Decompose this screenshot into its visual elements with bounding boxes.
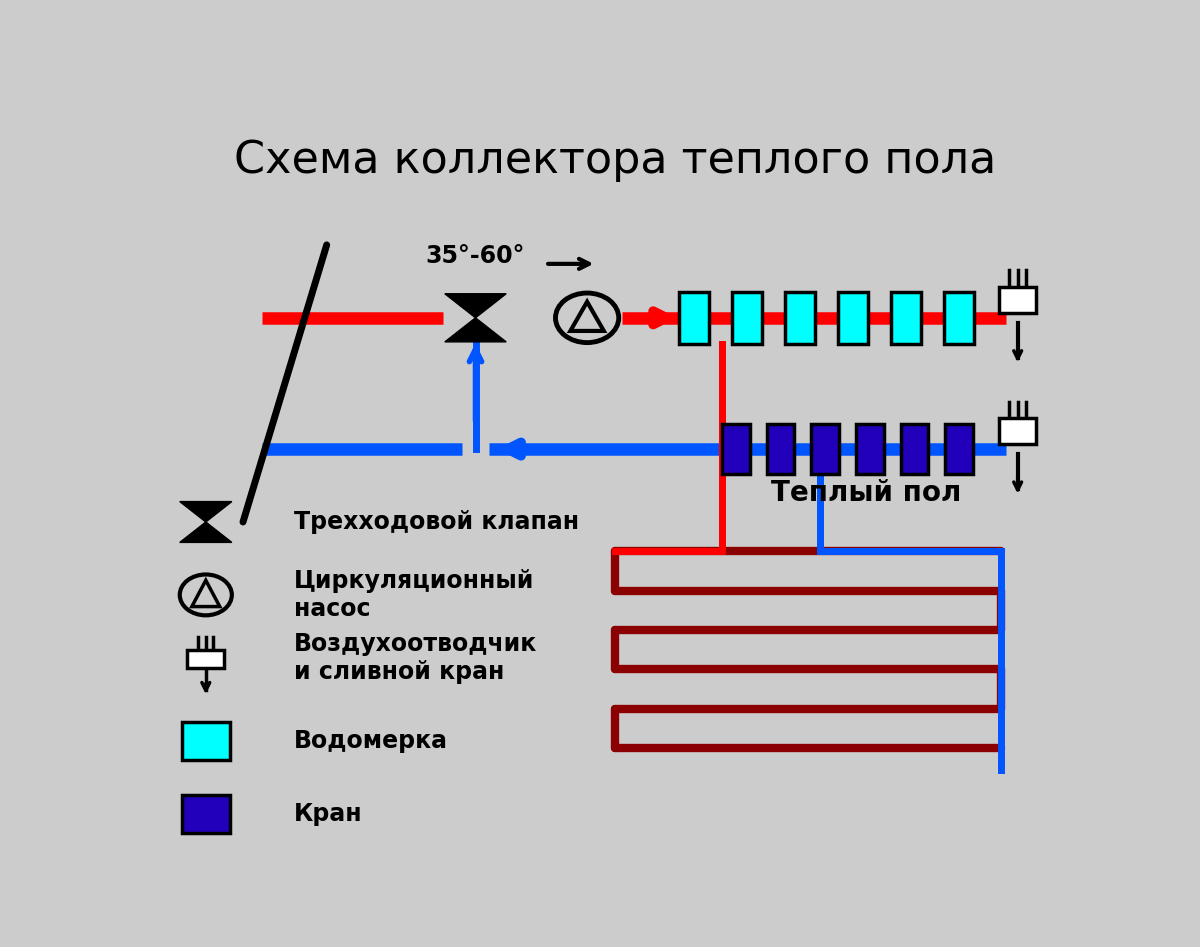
Bar [767, 424, 794, 474]
Text: Кран: Кран [294, 802, 362, 826]
Bar [1000, 419, 1037, 444]
Text: Теплый пол: Теплый пол [770, 479, 961, 507]
Bar [892, 292, 920, 344]
Bar [181, 722, 230, 759]
Bar [900, 424, 929, 474]
Text: Водомерка: Водомерка [294, 729, 448, 753]
Bar [839, 292, 868, 344]
Text: 35°-60°: 35°-60° [426, 244, 526, 268]
Polygon shape [180, 502, 232, 522]
Bar [785, 292, 815, 344]
Polygon shape [180, 522, 232, 543]
Bar [811, 424, 839, 474]
Text: Схема коллектора теплого пола: Схема коллектора теплого пола [234, 139, 996, 182]
Text: Воздухоотводчик
и сливной кран: Воздухоотводчик и сливной кран [294, 633, 538, 685]
Bar [856, 424, 883, 474]
Polygon shape [445, 294, 506, 318]
Bar [187, 650, 224, 668]
Polygon shape [445, 318, 506, 342]
Bar [722, 424, 750, 474]
Bar [181, 795, 230, 832]
Text: Циркуляционный
насос: Циркуляционный насос [294, 569, 534, 621]
Bar [679, 292, 709, 344]
Bar [946, 424, 973, 474]
Bar [944, 292, 974, 344]
Bar [732, 292, 762, 344]
Bar [1000, 287, 1037, 313]
Text: Трехходовой клапан: Трехходовой клапан [294, 510, 580, 534]
